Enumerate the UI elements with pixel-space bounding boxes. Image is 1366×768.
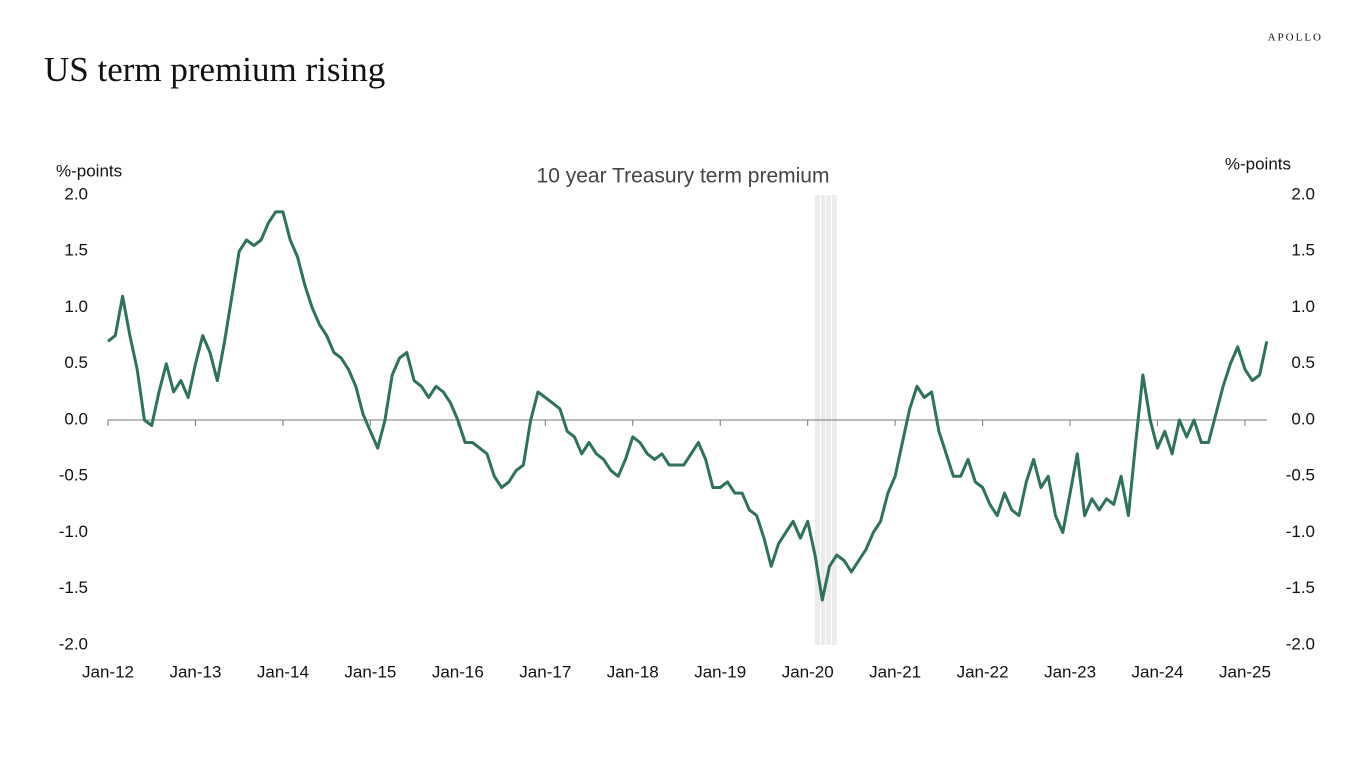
- y2-tick-label: -0.5: [1286, 466, 1315, 485]
- y2-tick-label: 0.5: [1291, 353, 1315, 372]
- y-tick-label: -0.5: [59, 466, 88, 485]
- x-tick-label: Jan-13: [169, 662, 221, 681]
- x-tick-label: Jan-15: [344, 662, 396, 681]
- y-tick-label: 1.0: [64, 297, 88, 316]
- chart-subtitle: 10 year Treasury term premium: [537, 165, 830, 188]
- x-tick-label: Jan-14: [257, 662, 309, 681]
- y-tick-label: -1.0: [59, 522, 88, 541]
- y-tick-label: 0.0: [64, 409, 88, 428]
- y-tick-label: 0.5: [64, 353, 88, 372]
- y-tick-label: -2.0: [59, 634, 88, 653]
- x-tick-label: Jan-16: [432, 662, 484, 681]
- x-tick-label: Jan-19: [694, 662, 746, 681]
- y2-tick-label: 1.5: [1291, 241, 1315, 260]
- y-tick-label: 1.5: [64, 241, 88, 260]
- x-tick-label: Jan-20: [782, 662, 834, 681]
- y2-tick-label: 1.0: [1291, 297, 1315, 316]
- y2-tick-label: 0.0: [1291, 409, 1315, 428]
- y2-tick-label: 2.0: [1291, 184, 1315, 203]
- x-tick-label: Jan-17: [519, 662, 571, 681]
- x-tick-label: Jan-18: [607, 662, 659, 681]
- x-tick-label: Jan-25: [1219, 662, 1271, 681]
- y2-axis-label: %-points: [1225, 154, 1291, 173]
- x-tick-label: Jan-22: [957, 662, 1009, 681]
- x-tick-label: Jan-23: [1044, 662, 1096, 681]
- y-axis-label: %-points: [56, 161, 122, 180]
- series-line: [107, 210, 1269, 602]
- brand: APOLLO: [1268, 32, 1323, 44]
- chart-title: US term premium rising: [44, 50, 385, 89]
- x-tick-label: Jan-24: [1132, 662, 1184, 681]
- y2-tick-label: -1.5: [1286, 578, 1315, 597]
- y-tick-label: 2.0: [64, 184, 88, 203]
- y2-tick-label: -1.0: [1286, 522, 1315, 541]
- y2-tick-label: -2.0: [1286, 634, 1315, 653]
- x-tick-label: Jan-21: [869, 662, 921, 681]
- y-tick-label: -1.5: [59, 578, 88, 597]
- x-tick-label: Jan-12: [82, 662, 134, 681]
